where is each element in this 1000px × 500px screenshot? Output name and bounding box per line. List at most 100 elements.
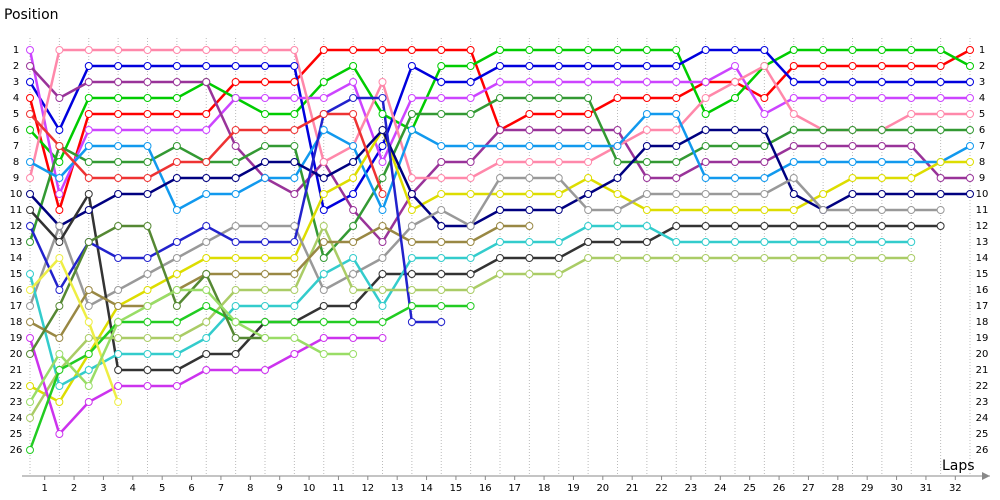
series-line xyxy=(28,304,471,451)
position-marker xyxy=(84,142,93,150)
position-marker xyxy=(848,190,857,198)
position-marker xyxy=(319,174,328,182)
position-marker xyxy=(701,94,710,102)
position-marker xyxy=(143,366,152,374)
position-marker xyxy=(319,254,328,262)
position-marker xyxy=(55,382,64,390)
position-marker xyxy=(26,334,34,342)
position-marker xyxy=(261,318,269,326)
position-marker xyxy=(877,126,886,134)
position-marker xyxy=(554,126,563,134)
position-marker xyxy=(319,190,328,198)
position-marker xyxy=(584,222,593,230)
position-marker xyxy=(701,254,710,262)
y-tick-label: 12 xyxy=(10,221,23,232)
position-marker xyxy=(261,158,269,166)
position-marker xyxy=(877,62,886,70)
position-marker xyxy=(378,158,387,166)
position-marker xyxy=(143,62,152,70)
position-marker xyxy=(936,94,945,102)
position-marker xyxy=(672,110,681,118)
position-marker xyxy=(701,78,710,86)
position-marker xyxy=(496,62,504,70)
position-marker xyxy=(231,254,240,262)
position-marker xyxy=(701,222,710,230)
position-marker xyxy=(407,270,416,278)
position-marker xyxy=(172,254,181,262)
position-marker xyxy=(466,78,475,86)
position-marker xyxy=(407,174,416,182)
position-marker xyxy=(466,110,475,118)
position-marker xyxy=(877,174,886,182)
position-marker xyxy=(290,46,299,54)
position-marker xyxy=(613,190,622,198)
x-tick-label: 2 xyxy=(71,483,77,494)
position-marker xyxy=(407,206,416,214)
position-marker xyxy=(26,158,34,166)
position-marker xyxy=(114,398,123,406)
position-marker xyxy=(407,46,416,54)
x-tick-label: 4 xyxy=(130,483,136,494)
position-marker xyxy=(584,126,593,134)
position-marker xyxy=(290,142,299,150)
y-tick-label: 14 xyxy=(10,253,23,264)
position-marker xyxy=(672,222,681,230)
position-marker xyxy=(907,190,916,198)
position-marker xyxy=(877,158,886,166)
position-marker xyxy=(848,78,857,86)
y-tick-label: 20 xyxy=(10,349,23,360)
position-marker xyxy=(290,334,299,342)
y-tick-label-right: 8 xyxy=(979,157,985,168)
y-tick-label: 3 xyxy=(13,77,19,88)
position-marker xyxy=(407,302,416,310)
position-marker xyxy=(143,190,152,198)
position-marker xyxy=(172,158,181,166)
position-marker xyxy=(496,126,504,134)
position-marker xyxy=(437,78,446,86)
y-tick-label: 16 xyxy=(10,285,23,296)
x-tick-label: 15 xyxy=(450,483,463,494)
position-marker xyxy=(907,238,916,246)
position-marker xyxy=(26,126,34,134)
x-tick-label: 11 xyxy=(332,483,345,494)
position-marker xyxy=(760,190,769,198)
position-marker xyxy=(55,126,64,134)
position-marker xyxy=(202,110,211,118)
y-tick-label: 11 xyxy=(10,205,23,216)
position-marker xyxy=(672,142,681,150)
x-tick-label: 6 xyxy=(188,483,194,494)
position-marker xyxy=(349,238,358,246)
x-tick-label: 10 xyxy=(303,483,316,494)
position-marker xyxy=(378,286,387,294)
x-tick-label: 12 xyxy=(361,483,374,494)
position-marker xyxy=(437,318,446,326)
position-marker xyxy=(202,270,211,278)
position-marker xyxy=(26,446,34,454)
position-marker xyxy=(84,334,93,342)
y-tick-label: 1 xyxy=(13,45,19,56)
position-marker xyxy=(642,46,651,54)
x-tick-label: 3 xyxy=(100,483,106,494)
position-marker xyxy=(789,110,798,118)
position-marker xyxy=(349,270,358,278)
position-marker xyxy=(731,78,739,86)
position-marker xyxy=(554,62,563,70)
position-marker xyxy=(114,158,123,166)
position-marker xyxy=(349,334,358,342)
position-marker xyxy=(231,350,240,358)
position-marker xyxy=(172,382,181,390)
position-marker xyxy=(231,126,240,134)
position-marker xyxy=(672,254,681,262)
position-marker xyxy=(231,366,240,374)
position-marker xyxy=(613,206,622,214)
position-marker xyxy=(231,174,240,182)
position-marker xyxy=(172,302,181,310)
position-marker xyxy=(584,158,593,166)
y-tick-label-right: 3 xyxy=(979,77,985,88)
position-marker xyxy=(554,78,563,86)
position-marker xyxy=(731,94,739,102)
position-marker xyxy=(172,110,181,118)
y-tick-label-right: 2 xyxy=(979,61,985,72)
position-marker xyxy=(907,206,916,214)
position-marker xyxy=(378,270,387,278)
